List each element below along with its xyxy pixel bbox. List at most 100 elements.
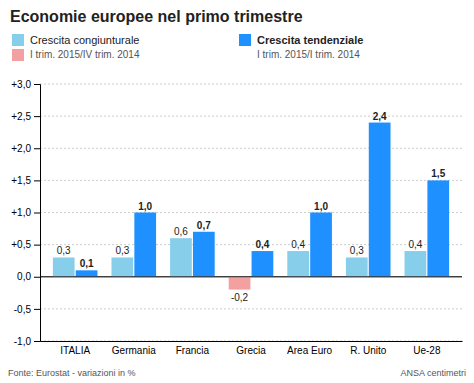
chart-container: Economie europee nel primo trimestre Cres… xyxy=(0,0,474,383)
data-label: 0,3 xyxy=(57,245,71,256)
y-tick-label: +2,5 xyxy=(11,111,31,122)
y-tick: -0,5 xyxy=(14,304,40,315)
y-tick: +0,5 xyxy=(11,239,40,250)
bar xyxy=(310,213,332,277)
bar xyxy=(111,257,133,276)
x-axis: ITALIA Germania Francia Grecia Area Euro R. U… xyxy=(41,342,463,357)
annotation: Fonte: Eurostat - variazioni in % xyxy=(8,368,136,378)
x-tick: Grecia xyxy=(236,345,266,356)
data-label: 0,3 xyxy=(350,245,364,256)
data-label: 0,4 xyxy=(291,239,305,250)
data-label: 0,1 xyxy=(80,258,94,269)
plot-area: 0,3 0,3 0,6 -0,2 0,4 0,3 0,4 0,1 1,0 0,7 0,4 1,0 2,4… xyxy=(11,79,462,356)
x-tick: R. Unito xyxy=(350,345,387,356)
bar xyxy=(53,257,75,276)
x-tick-label: Grecia xyxy=(236,345,266,356)
y-tick-label: +1,0 xyxy=(11,207,31,218)
y-tick-mark xyxy=(34,309,40,310)
bar xyxy=(76,270,98,276)
y-axis-line xyxy=(34,85,41,342)
y-tick: -1,0 xyxy=(14,336,40,347)
data-label: 1,0 xyxy=(138,201,152,212)
grid-line xyxy=(40,180,462,181)
data-label: 0,4 xyxy=(408,239,422,250)
y-tick-label: +0,5 xyxy=(11,239,31,250)
legend-label: Crescita tendenziale xyxy=(257,34,363,46)
title: Economie europee nel primo trimestre xyxy=(10,8,303,25)
y-tick-label: +1,5 xyxy=(11,175,31,186)
legend-label: Crescita congiunturale xyxy=(30,34,139,46)
legend-swatch xyxy=(12,34,24,46)
y-tick-mark xyxy=(34,148,40,149)
x-tick-label: Germania xyxy=(112,345,156,356)
data-label: 0,6 xyxy=(174,226,188,237)
bar xyxy=(287,251,309,277)
zero-line xyxy=(40,276,462,277)
grid xyxy=(40,84,462,341)
x-tick: Francia xyxy=(176,345,210,356)
bar xyxy=(405,251,427,277)
y-tick-label: 0,0 xyxy=(17,271,31,282)
x-tick-label: R. Unito xyxy=(350,345,387,356)
y-tick-label: -1,0 xyxy=(14,336,32,347)
y-tick-mark xyxy=(34,180,40,181)
grid-line xyxy=(40,84,462,85)
y-tick: +3,0 xyxy=(11,79,40,90)
grid-line xyxy=(40,212,462,213)
legend-swatch xyxy=(12,49,24,61)
y-tick-label: +3,0 xyxy=(11,79,31,90)
x-tick-label: Francia xyxy=(176,345,210,356)
data-labels: 0,3 0,3 0,6 -0,2 0,4 0,3 0,4 0,1 1,0 0,7 0,4 1,0 2,4… xyxy=(57,111,446,303)
x-tick: Area Euro xyxy=(287,345,332,356)
y-tick-label: -0,5 xyxy=(14,304,32,315)
legend-item: Crescita tendenzialeI trim. 2015/I trim.… xyxy=(239,34,363,60)
data-label: 0,3 xyxy=(115,245,129,256)
x-tick: Ue-28 xyxy=(413,345,441,356)
data-label: 2,4 xyxy=(373,111,387,122)
grid-line xyxy=(40,308,462,309)
y-tick-label: +2,0 xyxy=(11,143,31,154)
bar xyxy=(229,277,251,290)
y-tick-mark xyxy=(34,116,40,117)
x-tick-label: Area Euro xyxy=(287,345,332,356)
bar xyxy=(427,180,449,276)
data-label: -0,2 xyxy=(231,292,249,303)
bar xyxy=(134,213,156,277)
y-tick: 0,0 xyxy=(17,271,40,282)
bar xyxy=(193,232,215,277)
legend-subtitle: I trim. 2015/IV trim. 2014 xyxy=(30,49,140,60)
bar-series xyxy=(76,123,449,277)
y-tick-mark xyxy=(34,277,40,278)
zero-line xyxy=(40,276,462,277)
x-tick-label: ITALIA xyxy=(60,345,90,356)
data-label: 0,7 xyxy=(197,220,211,231)
annotation: ANSA centimetri xyxy=(400,368,466,378)
y-tick-mark xyxy=(34,213,40,214)
x-tick-label: Ue-28 xyxy=(413,345,441,356)
bars xyxy=(53,123,449,290)
legend-swatch xyxy=(239,34,251,46)
grid-line xyxy=(40,341,462,342)
bar xyxy=(252,251,274,277)
bar xyxy=(170,238,192,277)
y-tick: +2,0 xyxy=(11,143,40,154)
y-tick-mark xyxy=(34,341,40,342)
y-tick: +1,5 xyxy=(11,175,40,186)
y-axis: -1,0 -0,5 0,0 +0,5 +1,0 +1,5 +2,0 +2,5 +3,0 xyxy=(11,79,40,347)
data-label: 1,5 xyxy=(431,168,445,179)
y-tick: +1,0 xyxy=(11,207,40,218)
grid-line xyxy=(40,116,462,117)
legend-item: Crescita congiunturale I trim. 2015/IV tr… xyxy=(12,34,140,61)
data-label: 1,0 xyxy=(314,201,328,212)
grid-line xyxy=(40,244,462,245)
x-axis-line xyxy=(41,341,463,342)
grid-line xyxy=(40,148,462,149)
y-tick: +2,5 xyxy=(11,111,40,122)
bar xyxy=(369,123,391,277)
y-tick-mark xyxy=(34,84,40,85)
legend: Crescita congiunturale I trim. 2015/IV tr… xyxy=(12,34,363,61)
y-tick-mark xyxy=(34,245,40,246)
x-tick: ITALIA xyxy=(60,345,90,356)
data-label: 0,4 xyxy=(255,239,269,250)
bar xyxy=(346,257,368,276)
